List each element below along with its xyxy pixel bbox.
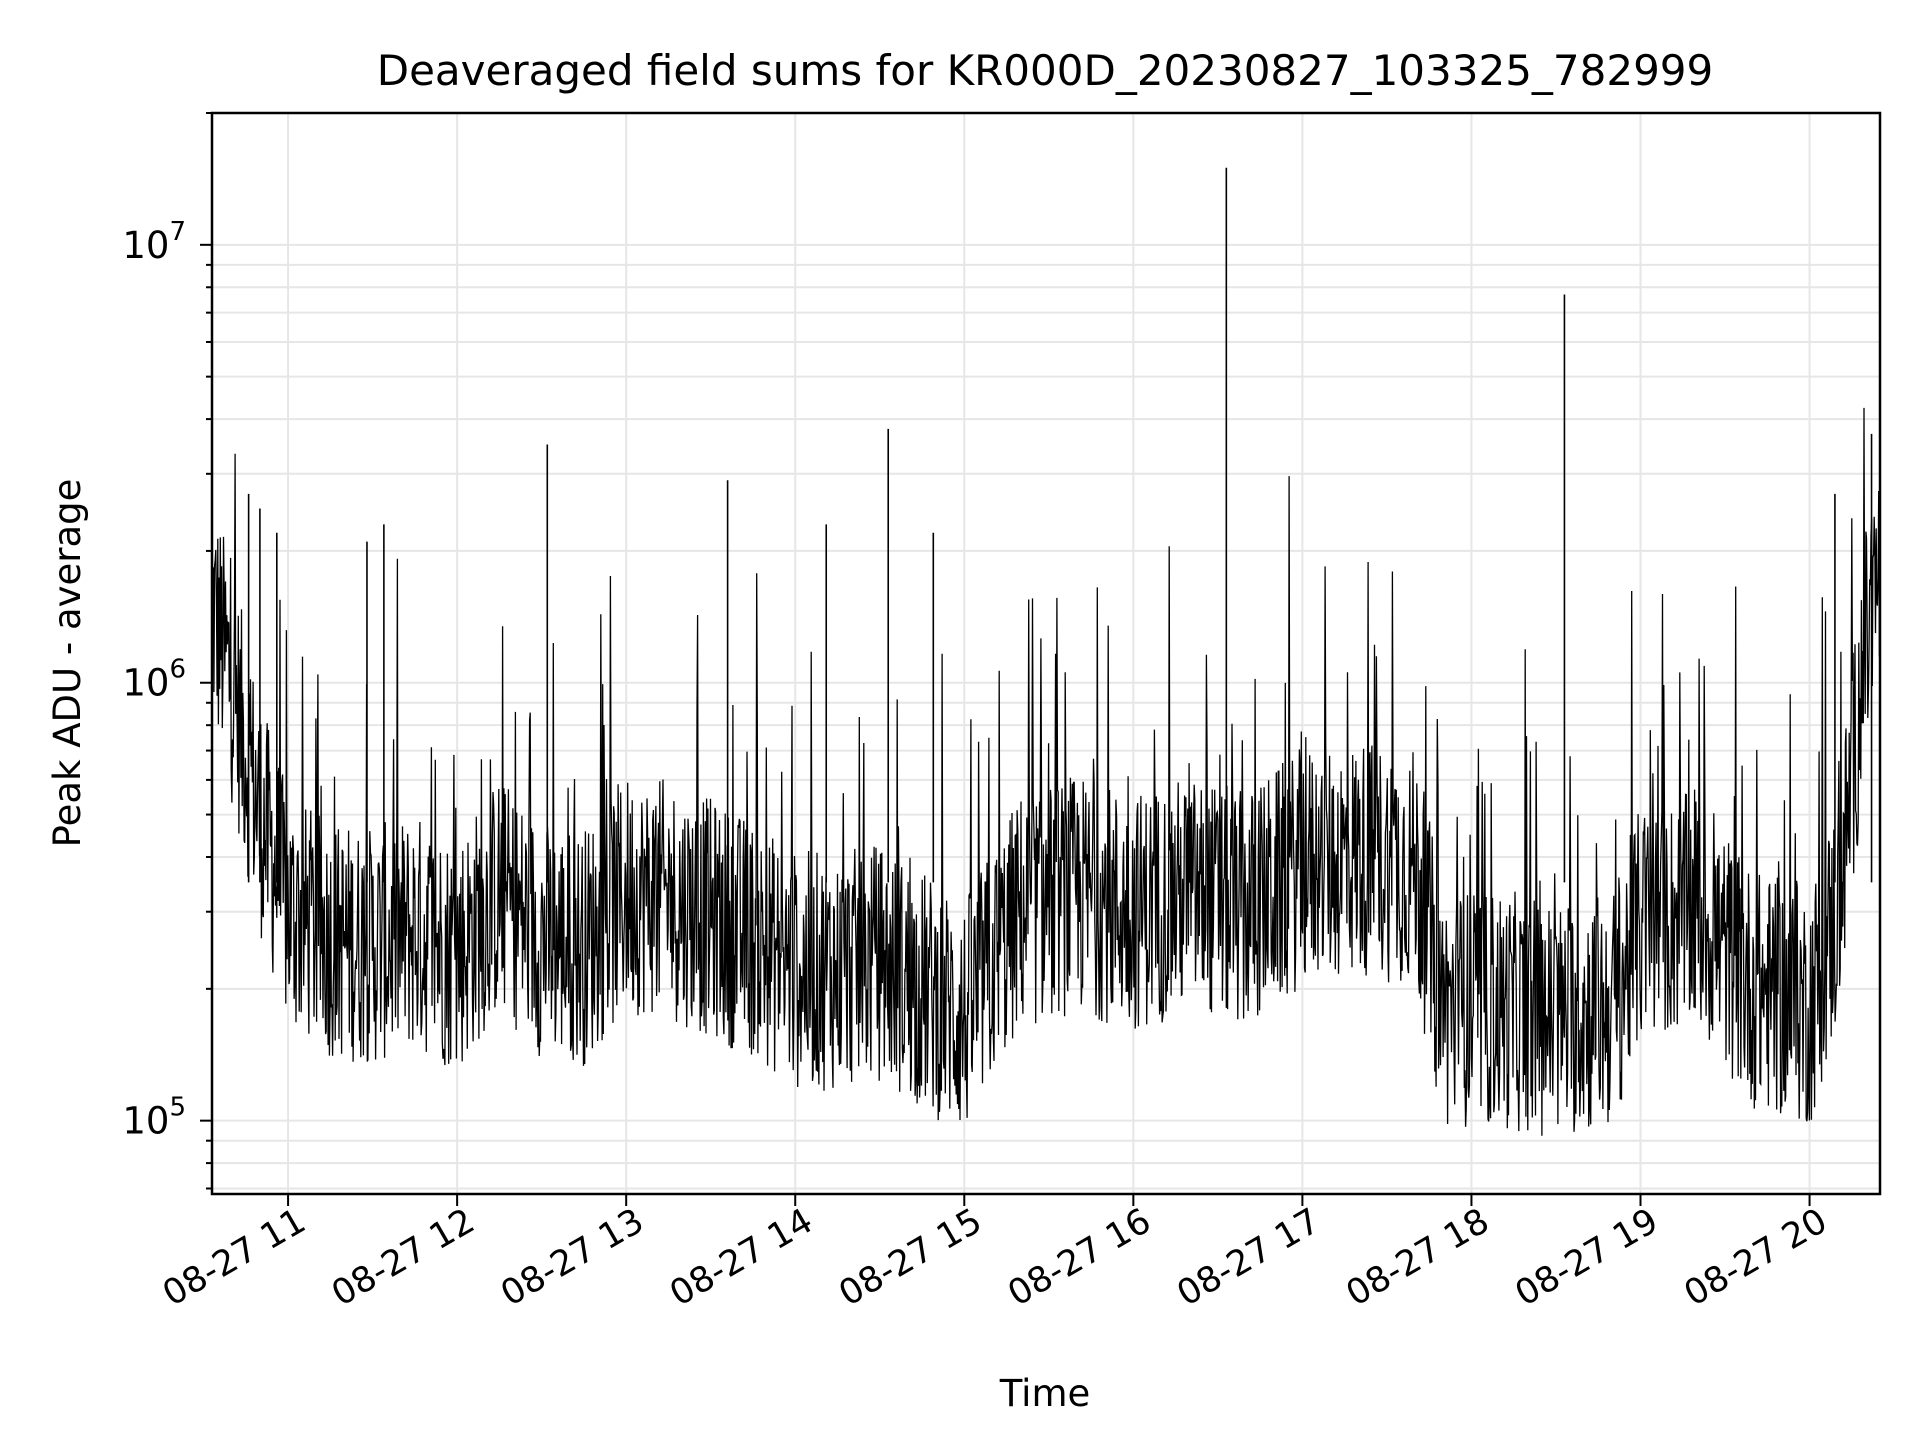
y-tick-label: 105 [122,1093,186,1143]
x-axis-label: Time [999,1372,1091,1415]
y-tick-label: 107 [122,217,186,267]
series-line [212,407,1880,1136]
y-axis-label: Peak ADU - average [46,479,89,848]
axes-frame [210,111,1882,1196]
chart-title: Deaveraged field sums for KR000D_2023082… [377,46,1714,95]
y-tick-label: 106 [122,655,186,705]
